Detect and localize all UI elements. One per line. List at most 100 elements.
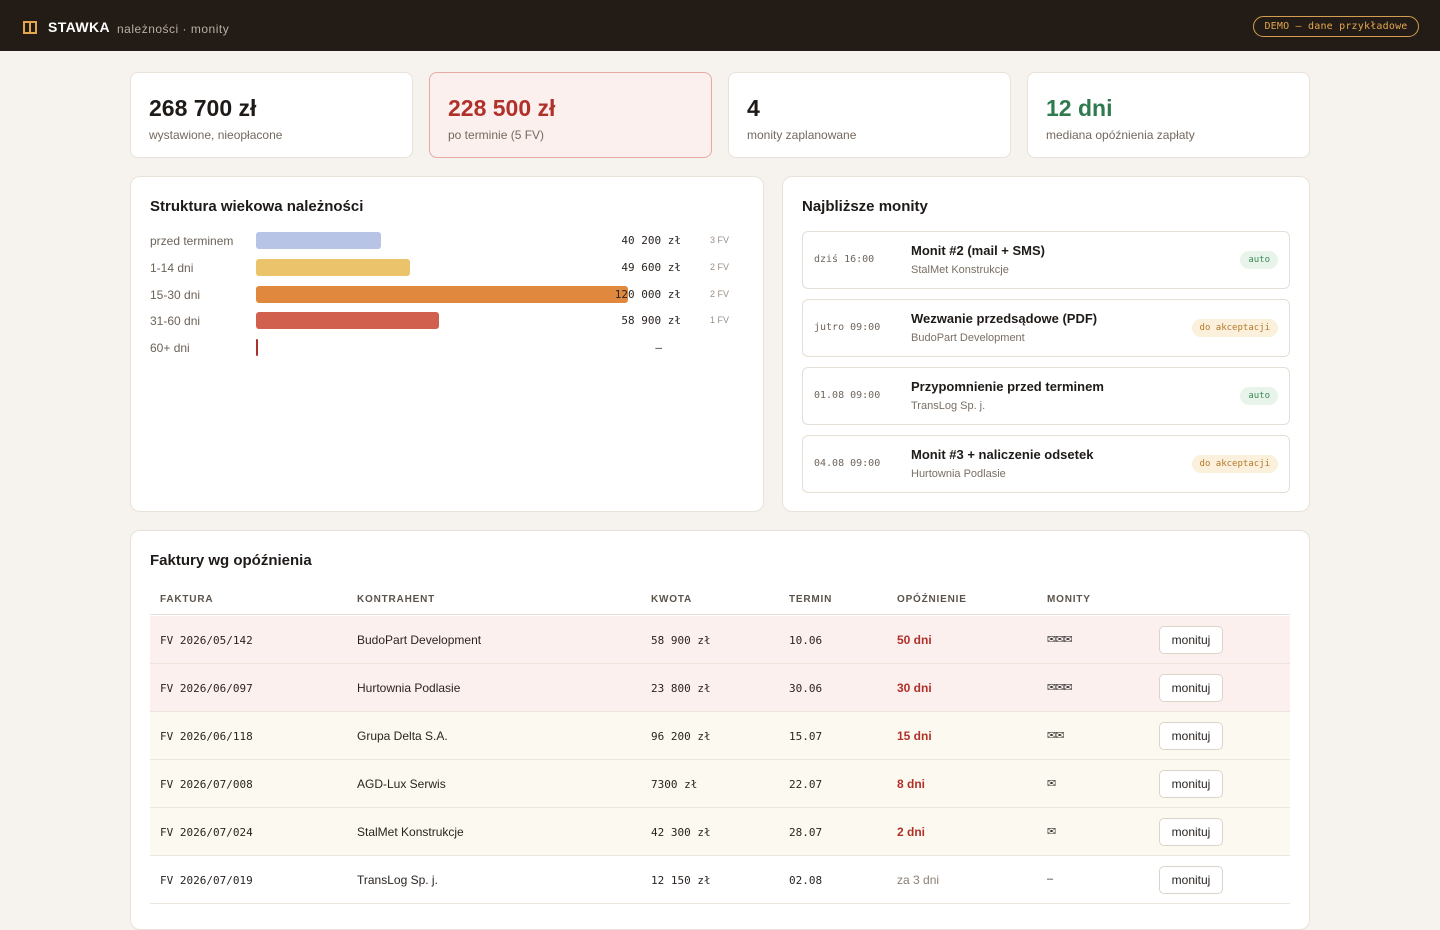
invoice-amount: 7300 zł — [651, 778, 698, 791]
reminder-tag-accept[interactable]: do akceptacji — [1191, 455, 1278, 473]
invoice-due: 28.07 — [789, 826, 823, 839]
invoice-due: 02.08 — [789, 874, 823, 887]
column-header-due[interactable]: TERMIN — [789, 594, 833, 605]
envelope-icon: ✉✉✉ — [1047, 682, 1073, 694]
table-row[interactable]: FV 2026/05/142 BudoPart Development 58 9… — [150, 616, 1290, 664]
invoice-due: 15.07 — [789, 730, 823, 743]
invoice-due: 10.06 — [789, 634, 823, 647]
remind-button[interactable]: monituj — [1159, 722, 1223, 750]
reminder-client: TransLog Sp. j. — [911, 400, 986, 412]
remind-button[interactable]: monituj — [1159, 674, 1223, 702]
reminder-item[interactable]: 04.08 09:00 Monit #3 + naliczenie odsete… — [802, 435, 1290, 493]
invoice-amount: 58 900 zł — [651, 634, 711, 647]
panel-title: Struktura wiekowa należności — [150, 198, 364, 215]
invoice-number: FV 2026/07/019 — [160, 874, 253, 887]
table-header: FAKTURA KONTRAHENT KWOTA TERMIN OPÓŹNIEN… — [150, 591, 1290, 615]
invoices-panel: Faktury wg opóźnienia FAKTURA KONTRAHENT… — [130, 530, 1310, 930]
reminder-tag-auto: auto — [1240, 387, 1278, 405]
invoice-delay: 15 dni — [897, 729, 932, 743]
stat-card-unpaid: 268 700 zł wystawione, nieopłacone — [130, 72, 413, 158]
aging-amount: 58 900 zł — [621, 314, 681, 328]
reminder-time: 04.08 09:00 — [814, 458, 881, 469]
remind-button[interactable]: monituj — [1159, 866, 1223, 894]
remind-button[interactable]: monituj — [1159, 626, 1223, 654]
column-header-reminders[interactable]: MONITY — [1047, 594, 1091, 605]
invoice-amount: 42 300 zł — [651, 826, 711, 839]
reminder-time: dziś 16:00 — [814, 254, 875, 265]
invoice-number: FV 2026/07/024 — [160, 826, 253, 839]
aging-bar — [256, 232, 381, 249]
stat-card-median-delay: 12 dni mediana opóźnienia zapłaty — [1027, 72, 1310, 158]
remind-button[interactable]: monituj — [1159, 818, 1223, 846]
invoice-client: Hurtownia Podlasie — [357, 681, 461, 695]
invoice-number: FV 2026/06/097 — [160, 682, 253, 695]
invoice-due: 22.07 — [789, 778, 823, 791]
aging-panel: Struktura wiekowa należności przed termi… — [130, 176, 764, 512]
stat-card-scheduled-reminders: 4 monity zaplanowane — [728, 72, 1011, 158]
aging-bar — [256, 312, 439, 330]
envelope-icon: ✉✉✉ — [1047, 634, 1073, 646]
app-brand[interactable]: STAWKA — [48, 19, 111, 35]
invoice-amount: 23 800 zł — [651, 682, 711, 695]
stat-label: wystawione, nieopłacone — [149, 128, 283, 142]
reminders-panel: Najbliższe monity dziś 16:00 Monit #2 (m… — [782, 176, 1310, 512]
reminder-title: Wezwanie przedsądowe (PDF) — [911, 311, 1098, 326]
invoice-delay: 30 dni — [897, 681, 932, 695]
table-row[interactable]: FV 2026/07/008 AGD-Lux Serwis 7300 zł 22… — [150, 760, 1290, 808]
aging-label: przed terminem — [150, 234, 234, 248]
invoice-client: AGD-Lux Serwis — [357, 777, 446, 791]
envelope-icon: ✉✉ — [1047, 730, 1064, 742]
table-row[interactable]: FV 2026/07/024 StalMet Konstrukcje 42 30… — [150, 808, 1290, 856]
aging-row: 1-14 dni 49 600 zł 2 FV — [150, 258, 750, 278]
aging-invoice-count: 2 FV — [710, 261, 730, 272]
invoice-due: 30.06 — [789, 682, 823, 695]
invoice-client: StalMet Konstrukcje — [357, 825, 464, 839]
reminder-tag-accept[interactable]: do akceptacji — [1191, 319, 1278, 337]
aging-invoice-count: 2 FV — [710, 288, 730, 299]
column-header-delay[interactable]: OPÓŹNIENIE — [897, 594, 967, 605]
stat-label: mediana opóźnienia zapłaty — [1046, 128, 1195, 142]
stat-value: 12 dni — [1046, 95, 1113, 121]
table-row[interactable]: FV 2026/06/118 Grupa Delta S.A. 96 200 z… — [150, 712, 1290, 760]
column-header-amount[interactable]: KWOTA — [651, 594, 693, 605]
stat-card-overdue: 228 500 zł po terminie (5 FV) — [429, 72, 712, 158]
envelope-icon: ✉ — [1047, 778, 1056, 790]
column-header-client[interactable]: KONTRAHENT — [357, 594, 435, 605]
envelope-icon: ✉ — [1047, 826, 1056, 838]
aging-amount: 49 600 zł — [621, 260, 681, 274]
invoice-delay: 2 dni — [897, 825, 926, 839]
table-row[interactable]: FV 2026/06/097 Hurtownia Podlasie 23 800… — [150, 664, 1290, 712]
invoice-number: FV 2026/05/142 — [160, 634, 253, 647]
aging-amount: 120 000 zł — [614, 287, 681, 301]
invoice-client: BudoPart Development — [357, 633, 482, 647]
reminder-item[interactable]: 01.08 09:00 Przypomnienie przed terminem… — [802, 367, 1290, 425]
panel-title: Faktury wg opóźnienia — [150, 552, 312, 569]
table-row[interactable]: FV 2026/07/019 TransLog Sp. j. 12 150 zł… — [150, 856, 1290, 904]
invoice-delay: 8 dni — [897, 777, 926, 791]
reminder-client: StalMet Konstrukcje — [911, 264, 1009, 276]
stat-value: 268 700 zł — [149, 95, 257, 121]
invoice-number: FV 2026/07/008 — [160, 778, 253, 791]
aging-label: 60+ dni — [150, 341, 190, 356]
remind-button[interactable]: monituj — [1159, 770, 1223, 798]
stat-value: 228 500 zł — [448, 95, 556, 121]
aging-row: 31-60 dni 58 900 zł 1 FV — [150, 311, 750, 331]
invoice-amount: 96 200 zł — [651, 730, 711, 743]
aging-row: 15-30 dni 120 000 zł 2 FV — [150, 285, 750, 305]
invoice-client: TransLog Sp. j. — [357, 873, 438, 887]
reminder-time: 01.08 09:00 — [814, 390, 881, 401]
reminder-time: jutro 09:00 — [814, 322, 881, 333]
reminder-tag-auto: auto — [1240, 251, 1278, 269]
aging-bar — [256, 339, 258, 357]
aging-label: 31-60 dni — [150, 314, 201, 329]
reminder-client: Hurtownia Podlasie — [911, 468, 1006, 480]
reminder-title: Monit #2 (mail + SMS) — [911, 243, 1045, 258]
column-header-invoice[interactable]: FAKTURA — [160, 594, 214, 605]
aging-label: 15-30 dni — [150, 287, 201, 302]
app-subtitle: należności · monity — [117, 22, 230, 36]
book-icon — [23, 21, 37, 34]
reminder-item[interactable]: dziś 16:00 Monit #2 (mail + SMS) StalMet… — [802, 231, 1290, 289]
invoice-delay: 50 dni — [897, 633, 932, 647]
demo-badge: DEMO – dane przykładowe — [1253, 16, 1419, 37]
reminder-item[interactable]: jutro 09:00 Wezwanie przedsądowe (PDF) B… — [802, 299, 1290, 357]
